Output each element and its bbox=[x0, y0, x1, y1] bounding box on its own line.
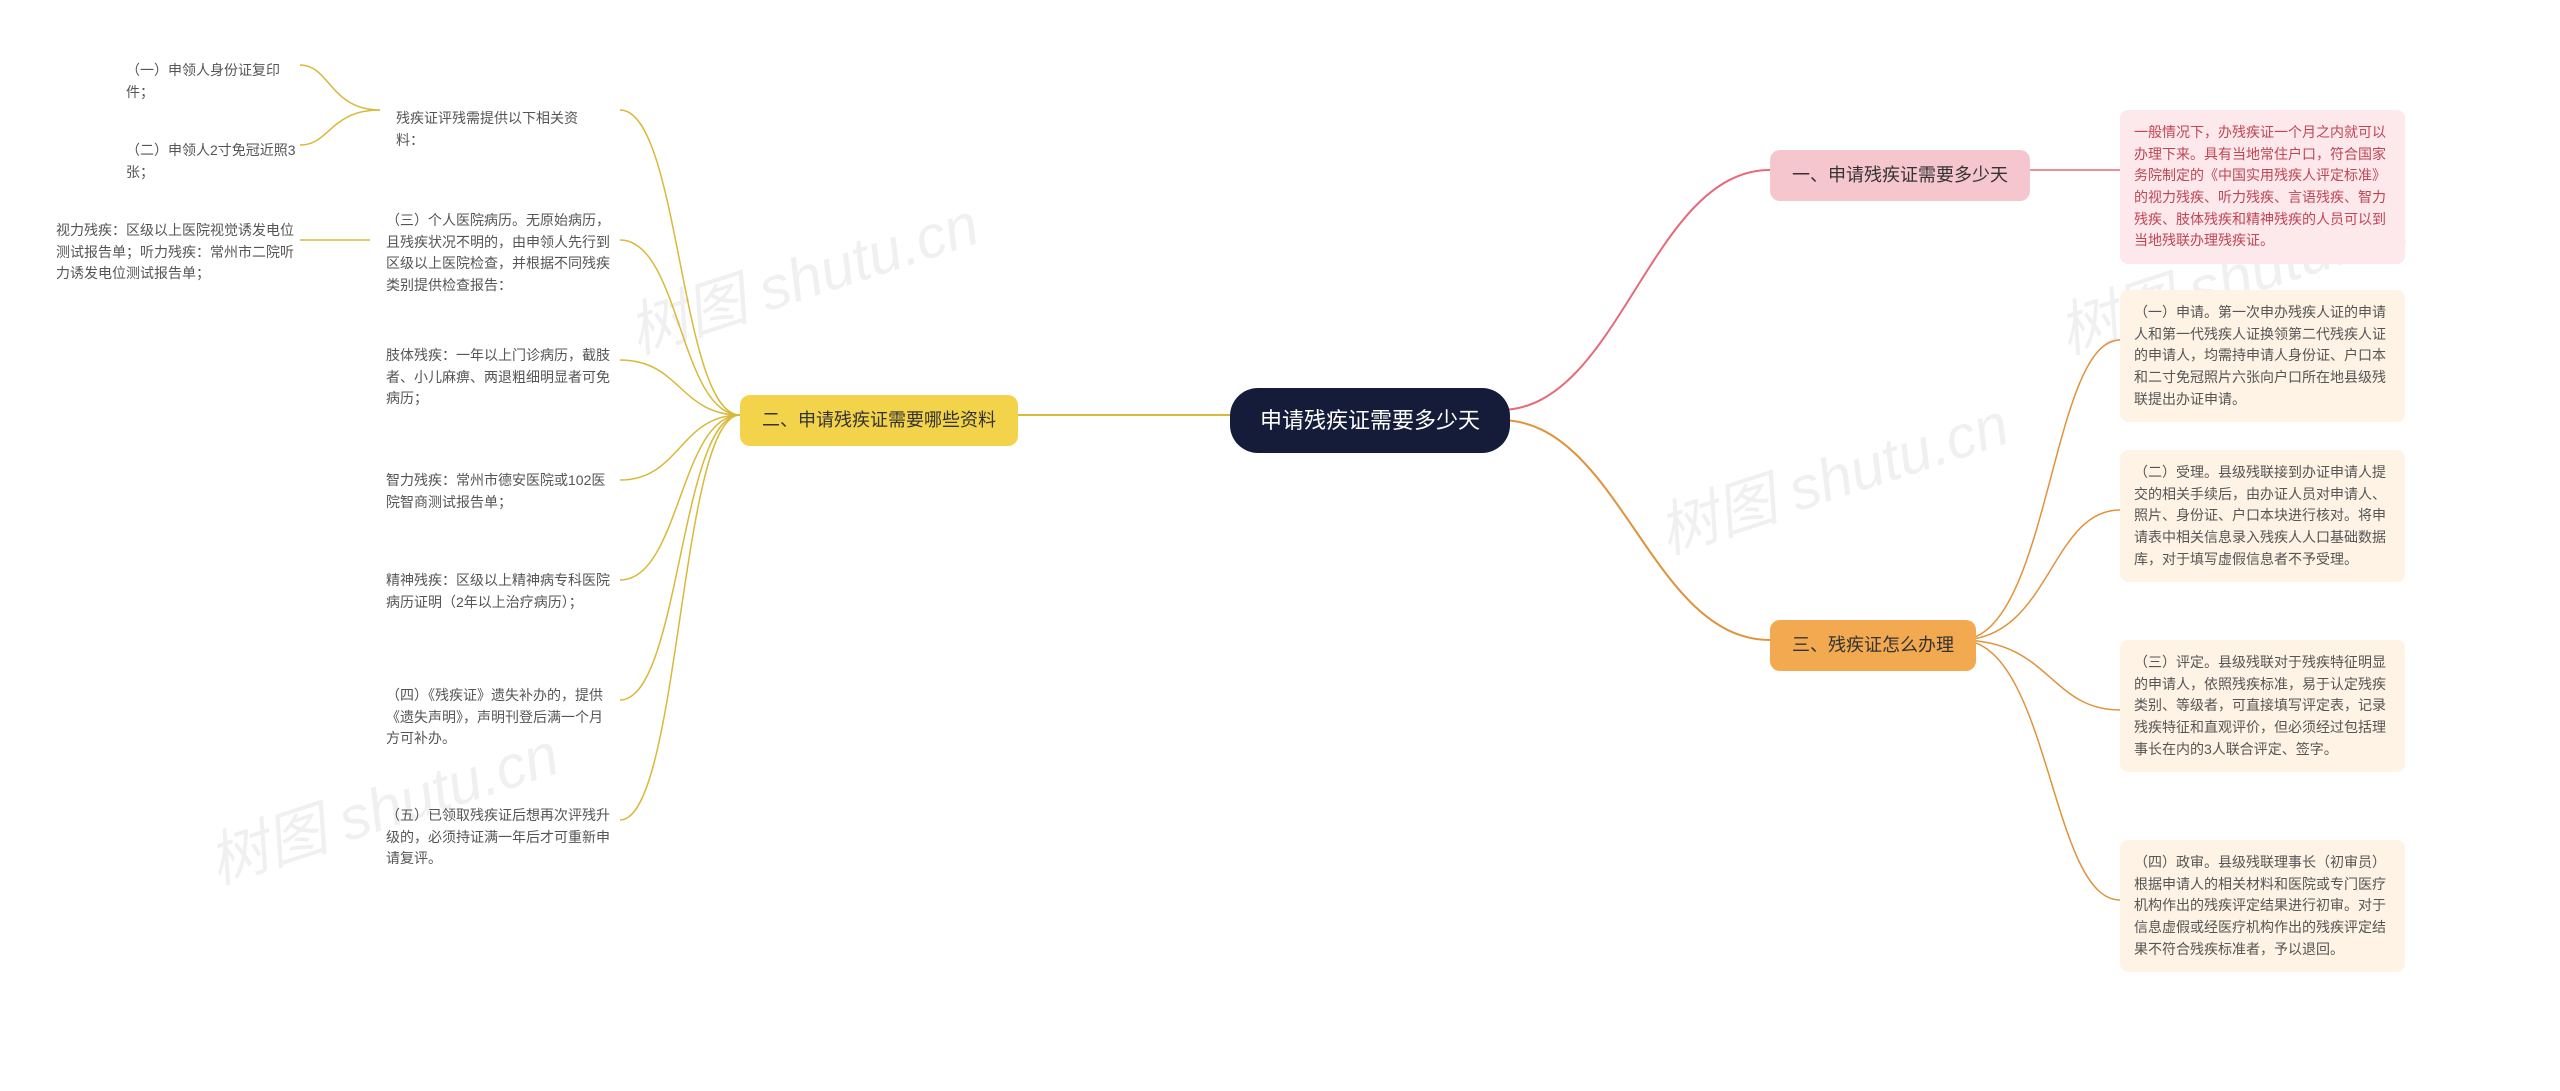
branch-2-item-4-text: 肢体残疾：一年以上门诊病历，截肢者、小儿麻痹、两退粗细明显者可免病历； bbox=[386, 345, 614, 410]
branch-2-item-8: （五）已领取残疾证后想再次评残升级的，必须持证满一年后才可重新申请复评。 bbox=[370, 795, 630, 880]
branch-3-leaf-4: （四）政审。县级残联理事长（初审员）根据申请人的相关材料和医院或专门医疗机构作出… bbox=[2120, 840, 2405, 972]
branch-3-leaf-4-text: （四）政审。县级残联理事长（初审员）根据申请人的相关材料和医院或专门医疗机构作出… bbox=[2134, 852, 2391, 960]
branch-2-item-5: 智力残疾：常州市德安医院或102医院智商测试报告单； bbox=[370, 460, 630, 523]
branch-1-leaf: 一般情况下，办残疾证一个月之内就可以办理下来。具有当地常住户口，符合国家务院制定… bbox=[2120, 110, 2405, 264]
branch-2: 二、申请残疾证需要哪些资料 bbox=[740, 395, 1018, 446]
branch-3-leaf-2: （二）受理。县级残联接到办证申请人提交的相关手续后，由办证人员对申请人、照片、身… bbox=[2120, 450, 2405, 582]
branch-3-label: 三、残疾证怎么办理 bbox=[1792, 632, 1954, 659]
branch-3-leaf-3: （三）评定。县级残联对于残疾特征明显的申请人，依照残疾标准，易于认定残疾类别、等… bbox=[2120, 640, 2405, 772]
branch-3: 三、残疾证怎么办理 bbox=[1770, 620, 1976, 671]
branch-2-item-7-text: （四）《残疾证》遗失补办的，提供《遗失声明》，声明刊登后满一个月方可补办。 bbox=[386, 685, 614, 750]
branch-2-item-4: 肢体残疾：一年以上门诊病历，截肢者、小儿麻痹、两退粗细明显者可免病历； bbox=[370, 335, 630, 420]
root-label: 申请残疾证需要多少天 bbox=[1260, 404, 1480, 437]
branch-2-intro: 残疾证评残需提供以下相关资料： bbox=[380, 98, 620, 161]
branch-2-item-6: 精神残疾：区级以上精神病专科医院病历证明（2年以上治疗病历）； bbox=[370, 560, 630, 623]
branch-2-item-8-text: （五）已领取残疾证后想再次评残升级的，必须持证满一年后才可重新申请复评。 bbox=[386, 805, 614, 870]
branch-2-item-5-text: 智力残疾：常州市德安医院或102医院智商测试报告单； bbox=[386, 470, 614, 513]
branch-2-item-1-text: （一）申领人身份证复印件； bbox=[126, 60, 294, 103]
branch-1: 一、申请残疾证需要多少天 bbox=[1770, 150, 2030, 201]
branch-1-leaf-text: 一般情况下，办残疾证一个月之内就可以办理下来。具有当地常住户口，符合国家务院制定… bbox=[2134, 122, 2391, 252]
branch-2-item-2-text: （二）申领人2寸免冠近照3张； bbox=[126, 140, 304, 183]
branch-2-intro-text: 残疾证评残需提供以下相关资料： bbox=[396, 108, 604, 151]
root-node: 申请残疾证需要多少天 bbox=[1230, 388, 1510, 453]
branch-3-leaf-1: （一）申请。第一次申办残疾人证的申请人和第一代残疾人证换领第二代残疾人证的申请人… bbox=[2120, 290, 2405, 422]
branch-2-subleaf: 视力残疾：区级以上医院视觉诱发电位测试报告单；听力残疾：常州市二院听力诱发电位测… bbox=[40, 210, 310, 295]
branch-3-leaf-1-text: （一）申请。第一次申办残疾人证的申请人和第一代残疾人证换领第二代残疾人证的申请人… bbox=[2134, 302, 2391, 410]
branch-2-item-3-text: （三）个人医院病历。无原始病历，且残疾状况不明的，由申领人先行到区级以上医院检查… bbox=[386, 210, 614, 297]
branch-2-item-1: （一）申领人身份证复印件； bbox=[110, 50, 310, 113]
branch-2-item-2: （二）申领人2寸免冠近照3张； bbox=[110, 130, 320, 193]
branch-2-item-6-text: 精神残疾：区级以上精神病专科医院病历证明（2年以上治疗病历）； bbox=[386, 570, 614, 613]
branch-2-label: 二、申请残疾证需要哪些资料 bbox=[762, 407, 996, 434]
branch-2-item-3: （三）个人医院病历。无原始病历，且残疾状况不明的，由申领人先行到区级以上医院检查… bbox=[370, 200, 630, 307]
branch-3-leaf-3-text: （三）评定。县级残联对于残疾特征明显的申请人，依照残疾标准，易于认定残疾类别、等… bbox=[2134, 652, 2391, 760]
branch-3-leaf-2-text: （二）受理。县级残联接到办证申请人提交的相关手续后，由办证人员对申请人、照片、身… bbox=[2134, 462, 2391, 570]
branch-2-subleaf-text: 视力残疾：区级以上医院视觉诱发电位测试报告单；听力残疾：常州市二院听力诱发电位测… bbox=[56, 220, 294, 285]
branch-2-item-7: （四）《残疾证》遗失补办的，提供《遗失声明》，声明刊登后满一个月方可补办。 bbox=[370, 675, 630, 760]
branch-1-label: 一、申请残疾证需要多少天 bbox=[1792, 162, 2008, 189]
